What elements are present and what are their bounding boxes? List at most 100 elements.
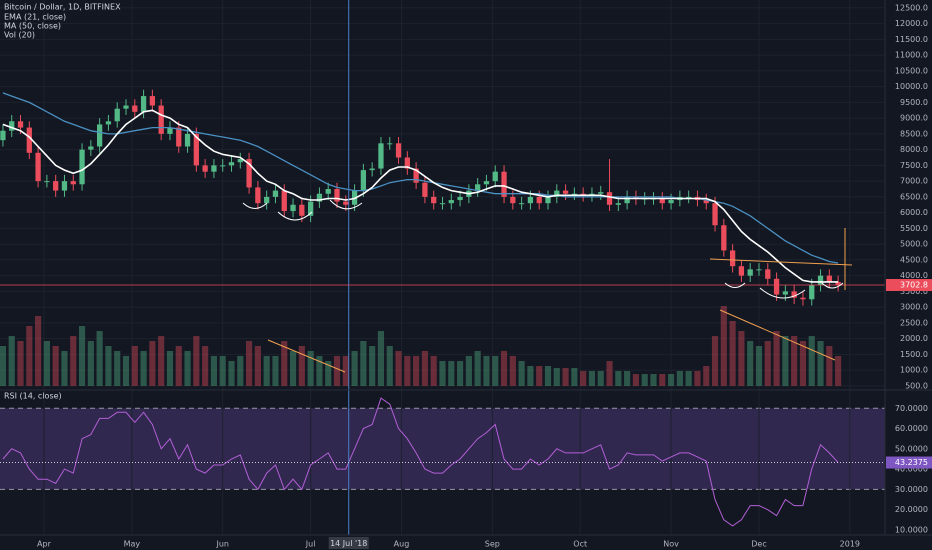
candle-body	[703, 200, 709, 204]
y-tick-label: 5000.0	[900, 240, 928, 249]
candle-body	[765, 269, 771, 279]
volume-bar	[764, 341, 771, 386]
volume-bar	[175, 346, 182, 386]
candle-body	[193, 133, 199, 166]
candle-body	[615, 203, 621, 205]
candle-body	[756, 269, 762, 271]
candle-body	[475, 184, 481, 191]
volume-bar	[52, 346, 59, 386]
rsi-title: RSI (14, close)	[4, 392, 62, 401]
candle-body	[431, 196, 437, 204]
candle-body	[809, 285, 815, 300]
candle-body	[448, 200, 454, 204]
volume-bar	[140, 351, 147, 386]
volume-bar	[307, 351, 314, 386]
volume-bar	[500, 351, 508, 386]
y-tick-label: 10000.0	[895, 82, 928, 91]
y-tick-label: 500.0	[905, 381, 928, 390]
candle-body	[457, 196, 463, 201]
candle-body	[17, 121, 24, 128]
volume-bar	[281, 341, 288, 386]
candle-body	[791, 291, 797, 298]
volume-bar	[773, 331, 780, 386]
volume-bar	[184, 351, 191, 386]
drawing-arc	[242, 202, 268, 209]
candle-body	[712, 203, 718, 226]
x-tick-label: May	[124, 540, 141, 549]
volume-bar	[536, 366, 543, 386]
drawing-line	[719, 309, 836, 361]
volume-bar	[246, 341, 253, 386]
y-tick-label: 4500.0	[900, 255, 928, 264]
rsi-tick-label: 20.0000	[895, 505, 928, 514]
volume-bar	[43, 341, 50, 386]
candle-body	[773, 278, 780, 295]
candle-body	[220, 165, 226, 167]
volume-bar	[483, 356, 490, 386]
candle-body	[378, 143, 384, 169]
volume-bar	[747, 341, 754, 386]
candle-body	[35, 152, 41, 182]
price-label: 3702.8	[900, 281, 928, 290]
candle-body	[343, 201, 349, 205]
y-tick-label: 3500.0	[900, 287, 928, 296]
volume-bar	[457, 361, 464, 386]
candle-body	[659, 198, 665, 204]
candle-body	[44, 181, 50, 183]
candle-body	[571, 193, 578, 195]
ema-line	[2, 109, 839, 283]
x-tick-label: Apr	[37, 540, 52, 549]
volume-bar	[659, 374, 666, 386]
candle-body	[255, 187, 261, 204]
candle-body	[817, 275, 824, 286]
candle-body	[211, 165, 217, 172]
y-tick-label: 8500.0	[900, 129, 928, 138]
drawing-arc	[759, 287, 806, 299]
volume-bar	[571, 368, 578, 386]
volume-bar	[685, 371, 692, 386]
y-tick-label: 12500.0	[895, 3, 928, 12]
x-tick-label: Dec	[751, 540, 766, 549]
volume-bar	[193, 336, 200, 386]
volume-bar	[219, 356, 226, 386]
volume-bar	[61, 351, 68, 386]
y-tick-label: 6500.0	[900, 192, 928, 201]
grid	[0, 0, 885, 535]
volume-bar	[377, 331, 385, 386]
y-tick-label: 9500.0	[900, 98, 928, 107]
candle-body	[61, 181, 68, 191]
candle-body	[79, 149, 85, 185]
volume-bar	[632, 374, 639, 386]
y-tick-label: 11000.0	[895, 51, 928, 60]
drawing-arc	[724, 282, 746, 288]
x-tick-label: Jul	[305, 540, 316, 549]
candle-body	[606, 192, 613, 205]
volume-bar	[96, 331, 103, 386]
volume-bar	[430, 356, 437, 386]
volume-bar	[817, 341, 824, 386]
volume-bar	[8, 336, 15, 386]
candle-body	[53, 181, 59, 191]
volume-bar	[597, 371, 604, 386]
volume-bar	[791, 336, 798, 386]
candle-body	[729, 250, 736, 267]
volume-bar	[518, 361, 525, 386]
crosshair-label-bg	[328, 537, 369, 549]
rsi-tick-label: 30.0000	[895, 485, 928, 494]
x-tick-label: 2019	[840, 540, 860, 549]
candle-body	[264, 196, 270, 204]
volume-bar	[35, 316, 42, 386]
volume-bar	[413, 356, 420, 386]
candle-body	[334, 189, 340, 202]
axes: 500.0 1000.0 1500.0 2000.0 2500.0 3000.0 3500.…	[37, 3, 932, 549]
candle-body	[483, 181, 490, 185]
candle-body	[518, 203, 525, 205]
volume-bar	[149, 341, 156, 386]
y-tick-label: 1000.0	[900, 366, 928, 375]
volume-bar	[799, 341, 807, 386]
candle-body	[114, 108, 120, 122]
volume-bar	[351, 351, 358, 386]
candle-body	[721, 225, 727, 251]
candle-body	[800, 297, 806, 300]
legend-vol: Vol (20)	[4, 31, 35, 40]
